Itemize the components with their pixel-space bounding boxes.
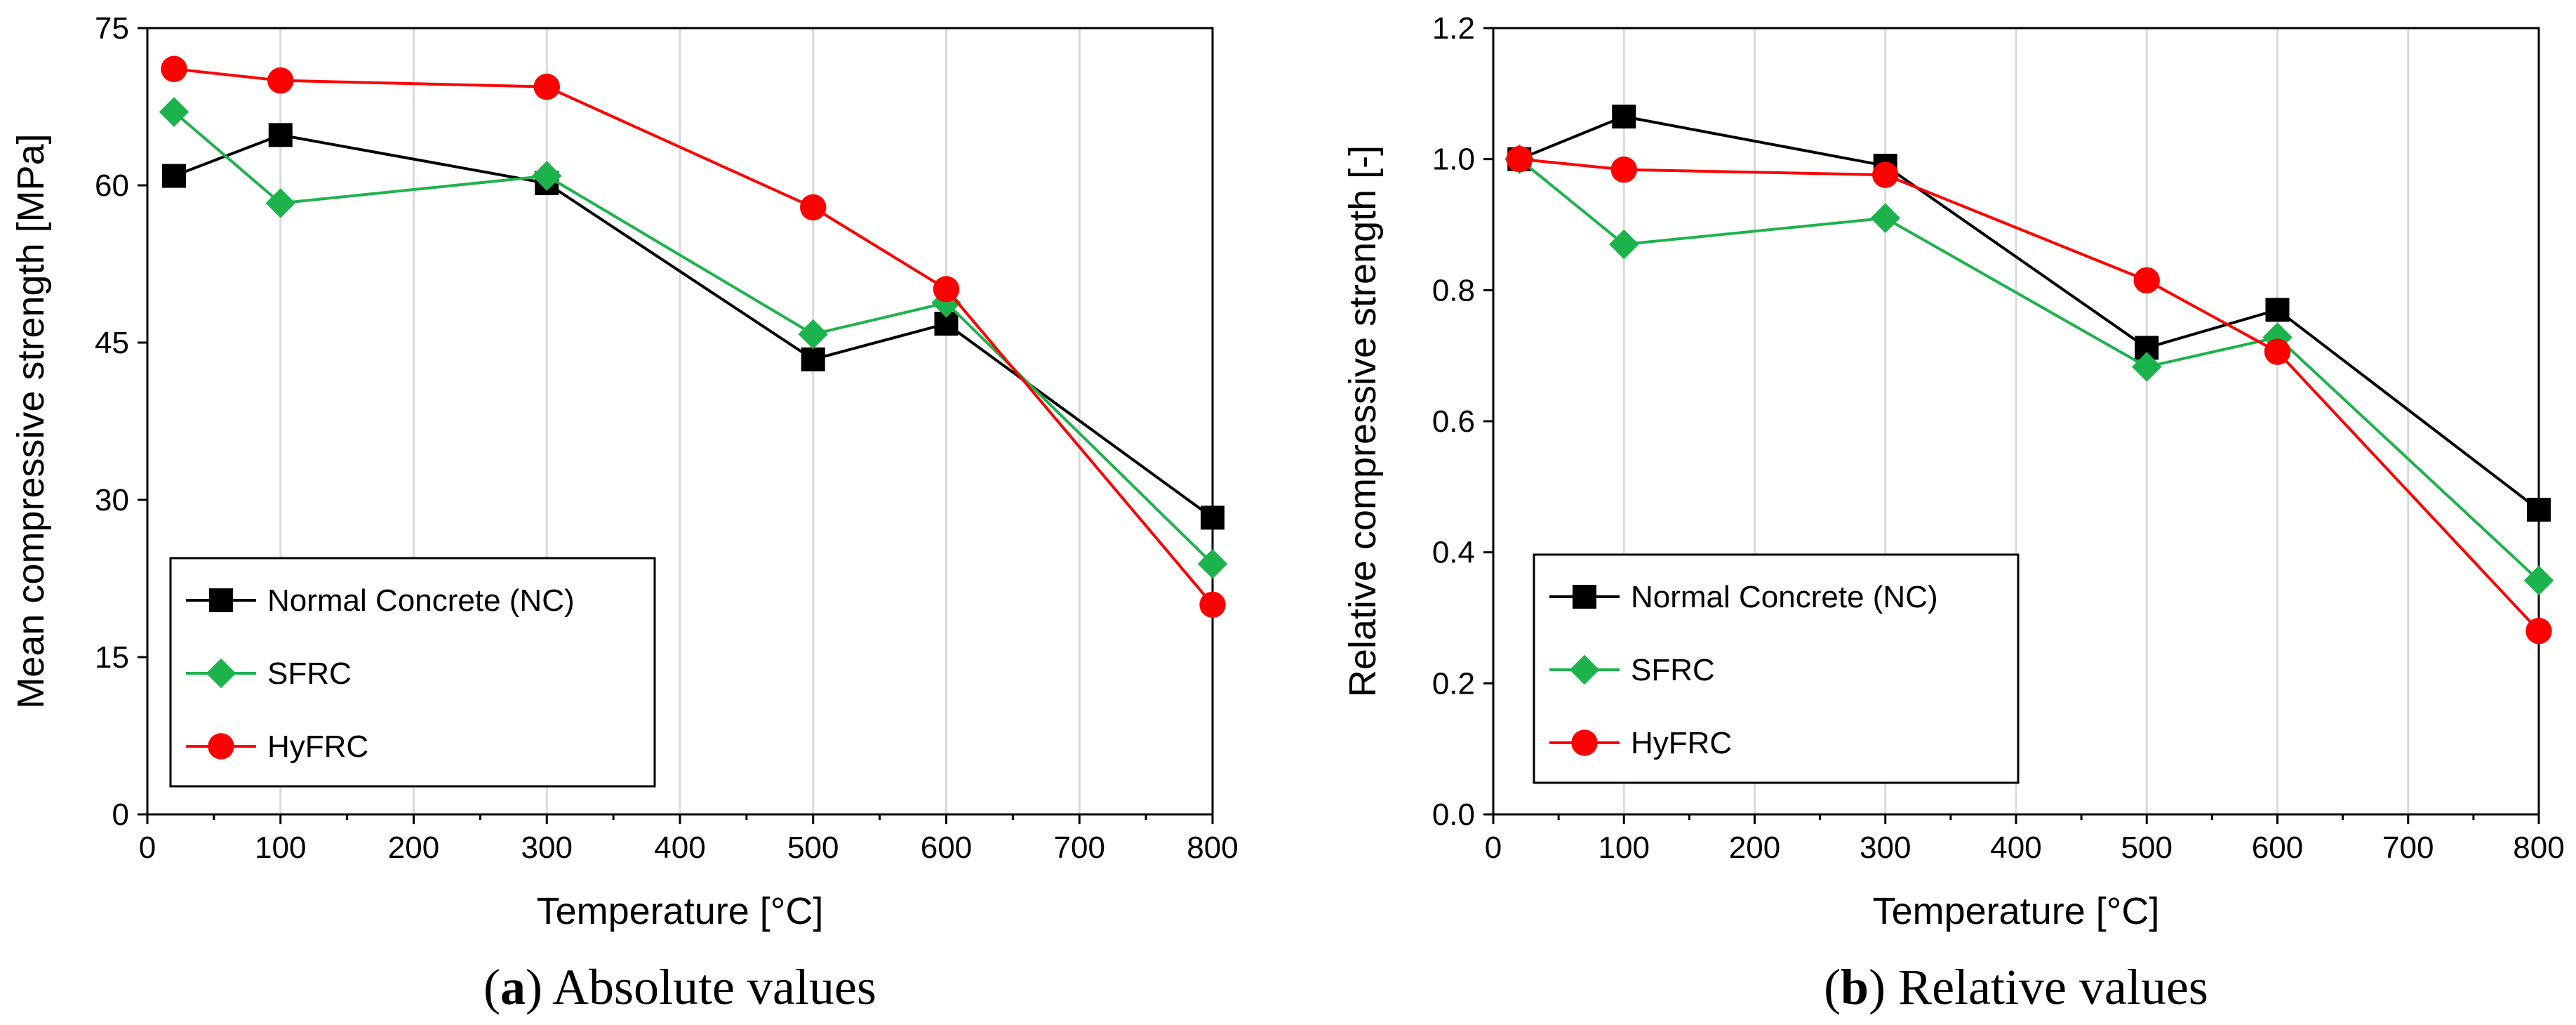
data-point-normal-concrete-nc bbox=[268, 123, 293, 147]
x-tick-label: 800 bbox=[1187, 831, 1238, 865]
legend-label-sfrc: SFRC bbox=[267, 656, 352, 691]
x-tick-label: 500 bbox=[787, 831, 839, 865]
series-line-normal-concrete-nc bbox=[1519, 114, 2540, 511]
y-axis-title: Mean compressive strength [MPa] bbox=[10, 133, 52, 708]
legend-label-hyfrc: HyFRC bbox=[267, 729, 368, 764]
data-point-hyfrc bbox=[1506, 145, 1533, 173]
data-point-hyfrc bbox=[800, 194, 827, 221]
data-point-sfrc bbox=[532, 161, 562, 191]
x-axis-title: Temperature [°C] bbox=[1873, 890, 2160, 932]
y-tick-label: 1.0 bbox=[1432, 143, 1475, 177]
y-tick-label: 0 bbox=[112, 798, 129, 832]
y-tick-label: 0.2 bbox=[1432, 666, 1475, 701]
x-tick-label: 0 bbox=[1485, 831, 1502, 865]
legend-label-normal-concrete-nc: Normal Concrete (NC) bbox=[267, 583, 575, 618]
data-point-hyfrc bbox=[533, 73, 560, 100]
data-point-sfrc bbox=[2132, 352, 2162, 382]
x-tick-label: 700 bbox=[1054, 831, 1105, 865]
data-point-sfrc bbox=[159, 97, 189, 127]
legend-marker-hyfrc bbox=[208, 733, 234, 760]
legend-marker-normal-concrete-nc bbox=[209, 588, 233, 612]
y-tick-label: 1.2 bbox=[1432, 11, 1475, 46]
data-point-sfrc bbox=[1609, 229, 1639, 260]
y-tick-label: 0.0 bbox=[1432, 798, 1475, 832]
y-tick-label: 0.6 bbox=[1432, 404, 1475, 439]
data-point-hyfrc bbox=[1610, 156, 1637, 183]
series-line-sfrc bbox=[1518, 158, 2540, 582]
data-point-sfrc bbox=[1197, 548, 1228, 579]
x-tick-label: 400 bbox=[654, 831, 705, 865]
legend-marker-hyfrc bbox=[1571, 729, 1598, 756]
y-tick-label: 75 bbox=[95, 11, 129, 46]
x-axis-title: Temperature [°C] bbox=[537, 890, 824, 932]
y-tick-label: 30 bbox=[95, 483, 129, 517]
x-tick-label: 400 bbox=[1990, 831, 2041, 865]
data-point-normal-concrete-nc bbox=[2265, 298, 2290, 322]
x-tick-label: 100 bbox=[1599, 831, 1650, 865]
data-point-hyfrc bbox=[161, 55, 187, 82]
series-line-normal-concrete-nc bbox=[173, 133, 1214, 520]
data-point-hyfrc bbox=[2525, 617, 2552, 644]
x-tick-label: 800 bbox=[2513, 831, 2564, 865]
data-point-hyfrc bbox=[267, 67, 294, 94]
data-point-hyfrc bbox=[2264, 338, 2291, 365]
figure-caption: (b) Relative values bbox=[1824, 959, 2208, 1015]
data-point-sfrc bbox=[2523, 565, 2554, 596]
data-point-normal-concrete-nc bbox=[2527, 498, 2551, 522]
y-tick-label: 15 bbox=[95, 640, 129, 675]
legend-marker-normal-concrete-nc bbox=[1573, 585, 1596, 609]
data-point-normal-concrete-nc bbox=[1612, 105, 1636, 128]
data-point-hyfrc bbox=[1872, 161, 1899, 188]
series-line-hyfrc bbox=[173, 67, 1214, 606]
x-tick-label: 300 bbox=[1860, 831, 1911, 865]
legend-label-normal-concrete-nc: Normal Concrete (NC) bbox=[1631, 580, 1938, 614]
x-tick-label: 200 bbox=[388, 831, 439, 865]
series-line-sfrc bbox=[173, 110, 1214, 565]
data-point-hyfrc bbox=[933, 276, 960, 303]
legend-label-sfrc: SFRC bbox=[1631, 653, 1715, 687]
data-point-hyfrc bbox=[1199, 591, 1226, 619]
x-tick-label: 0 bbox=[139, 831, 156, 865]
figure-caption: (a) Absolute values bbox=[483, 959, 876, 1015]
x-tick-label: 200 bbox=[1729, 831, 1780, 865]
x-tick-label: 300 bbox=[521, 831, 573, 865]
x-tick-label: 700 bbox=[2382, 831, 2434, 865]
x-tick-label: 500 bbox=[2121, 831, 2173, 865]
data-point-normal-concrete-nc bbox=[1201, 505, 1224, 530]
y-tick-label: 60 bbox=[95, 168, 129, 203]
y-tick-label: 45 bbox=[95, 326, 129, 360]
x-tick-label: 100 bbox=[255, 831, 306, 865]
legend-label-hyfrc: HyFRC bbox=[1631, 726, 1732, 760]
chart-relative-values: 0 100 200 300 400 500 600 700 800 0.0 0.2 0.4 0.6 0.8… bbox=[1342, 11, 2565, 1015]
y-tick-label: 0.4 bbox=[1432, 536, 1475, 570]
y-tick-label: 0.8 bbox=[1432, 273, 1475, 308]
data-point-sfrc bbox=[265, 188, 295, 218]
chart-absolute-values: 0 100 200 300 400 500 600 700 800 0 15 30 45 60 75 Temp… bbox=[10, 11, 1239, 1015]
legend-marker-sfrc bbox=[206, 658, 236, 689]
data-point-normal-concrete-nc bbox=[161, 164, 186, 188]
data-point-sfrc bbox=[1870, 203, 1900, 233]
legend-marker-sfrc bbox=[1569, 654, 1600, 685]
x-tick-label: 600 bbox=[921, 831, 972, 865]
x-tick-label: 600 bbox=[2252, 831, 2303, 865]
data-point-sfrc bbox=[798, 319, 828, 350]
y-axis-title: Relative compressive strength [-] bbox=[1342, 145, 1384, 697]
series-line-hyfrc bbox=[1519, 157, 2540, 633]
data-point-hyfrc bbox=[2133, 267, 2160, 294]
data-point-normal-concrete-nc bbox=[801, 347, 825, 371]
